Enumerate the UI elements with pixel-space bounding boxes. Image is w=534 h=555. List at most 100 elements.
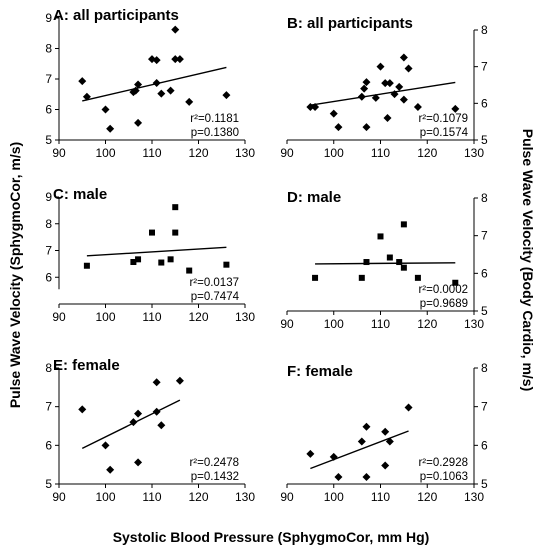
x-tick-label-b-120: 120 <box>417 146 437 160</box>
data-point-a-5 <box>131 86 140 95</box>
y-tick-label-f-8: 8 <box>481 361 488 375</box>
x-tick-label-a-110: 110 <box>142 146 161 160</box>
data-point-d-9 <box>452 279 459 286</box>
x-tick-label-f-100: 100 <box>324 490 344 504</box>
data-point-f-8 <box>385 437 394 446</box>
data-point-a-15 <box>175 55 184 64</box>
x-tick-label-a-120: 120 <box>188 146 208 160</box>
y-tick-label-a-9: 9 <box>45 11 52 25</box>
data-point-c-2 <box>135 256 142 263</box>
y-tick-label-f-5: 5 <box>481 477 488 491</box>
data-point-e-2 <box>106 465 115 474</box>
data-point-c-3 <box>149 229 155 236</box>
y-tick-label-a-8: 8 <box>45 42 52 56</box>
y-tick-label-c-7: 7 <box>45 244 52 258</box>
r-squared-label-d: r²=0.0002 <box>418 284 468 296</box>
data-point-d-7 <box>400 264 407 271</box>
y-tick-label-a-7: 7 <box>45 72 52 86</box>
data-point-d-3 <box>377 233 384 240</box>
data-point-f-0 <box>306 449 315 458</box>
y-tick-label-e-7: 7 <box>45 400 52 414</box>
y-tick-label-e-6: 6 <box>45 438 52 452</box>
data-point-b-3 <box>334 123 343 132</box>
x-tick-label-c-110: 110 <box>142 310 161 324</box>
panel-title-d: D: male <box>287 189 341 206</box>
data-point-c-6 <box>172 204 179 211</box>
data-point-d-1 <box>358 274 365 281</box>
y-tick-label-a-6: 6 <box>45 103 52 117</box>
data-point-b-2 <box>329 109 338 118</box>
data-point-b-12 <box>385 79 394 88</box>
x-tick-label-b-90: 90 <box>280 146 294 160</box>
x-tick-label-a-100: 100 <box>95 146 115 160</box>
data-point-e-4 <box>134 409 143 418</box>
data-point-b-18 <box>413 103 422 111</box>
r-squared-label-b: r²=0.1079 <box>418 113 468 125</box>
y-tick-label-a-5: 5 <box>45 133 52 147</box>
data-point-a-9 <box>152 56 161 65</box>
regression-line-d <box>315 262 456 265</box>
x-tick-label-f-110: 110 <box>371 490 390 504</box>
p-value-label-c: p=0.7474 <box>191 291 240 303</box>
data-point-b-8 <box>371 93 380 102</box>
y-tick-label-e-8: 8 <box>45 361 52 375</box>
x-tick-label-b-110: 110 <box>371 146 390 160</box>
p-value-label-d: p=0.9689 <box>420 298 468 310</box>
data-point-b-9 <box>376 62 385 71</box>
r-squared-label-f: r²=0.2928 <box>418 457 468 469</box>
data-point-b-11 <box>383 114 392 122</box>
y-tick-label-b-8: 8 <box>481 23 488 37</box>
data-point-e-3 <box>129 418 138 427</box>
x-tick-label-c-120: 120 <box>188 310 208 324</box>
data-point-f-4 <box>362 422 371 431</box>
data-point-d-8 <box>414 274 421 281</box>
data-point-a-12 <box>166 86 175 95</box>
x-tick-label-d-130: 130 <box>464 317 484 331</box>
x-tick-label-f-120: 120 <box>417 490 437 504</box>
data-point-b-6 <box>362 78 371 87</box>
data-point-a-2 <box>101 105 110 114</box>
data-point-e-1 <box>101 441 110 450</box>
panel-a: 90 100 110 120 130 5 6 7 8 9 A: all participants r²… <box>45 7 255 160</box>
x-tick-label-e-110: 110 <box>142 490 161 504</box>
x-tick-label-f-130: 130 <box>464 490 484 504</box>
x-tick-label-d-110: 110 <box>371 317 390 331</box>
data-point-f-1 <box>329 452 338 461</box>
y-tick-label-c-8: 8 <box>45 217 52 231</box>
data-point-f-2 <box>334 473 343 482</box>
data-point-e-0 <box>78 405 87 414</box>
regression-line-b <box>310 81 456 106</box>
data-point-f-7 <box>381 427 390 436</box>
p-value-label-a: p=0.1380 <box>191 127 239 139</box>
data-point-d-2 <box>363 259 370 266</box>
x-tick-label-d-100: 100 <box>324 317 344 331</box>
x-tick-label-c-100: 100 <box>95 310 115 324</box>
y-tick-label-d-7: 7 <box>481 229 488 243</box>
data-point-a-16 <box>185 97 194 106</box>
data-point-c-7 <box>172 229 179 236</box>
y-tick-label-d-8: 8 <box>481 191 488 205</box>
data-point-a-1 <box>82 92 91 101</box>
data-point-c-9 <box>223 261 230 268</box>
data-point-b-10 <box>381 79 390 88</box>
x-tick-label-b-130: 130 <box>464 146 484 160</box>
y-tick-label-f-7: 7 <box>481 400 488 414</box>
data-point-e-6 <box>152 378 161 387</box>
data-point-d-4 <box>386 254 393 261</box>
p-value-label-b: p=0.1574 <box>420 127 469 139</box>
r-squared-label-a: r²=0.1181 <box>190 113 239 125</box>
y-tick-label-b-5: 5 <box>481 133 488 147</box>
panel-title-a: A: all participants <box>53 7 179 24</box>
y-tick-label-f-6: 6 <box>481 438 488 452</box>
data-point-b-19 <box>451 104 460 113</box>
y-axis-title-right: Pulse Wave Velocity (Body Cardio, m/s) <box>520 129 534 391</box>
data-point-b-7 <box>362 123 371 132</box>
data-point-b-0 <box>306 103 315 111</box>
data-point-e-8 <box>157 421 166 430</box>
data-point-c-0 <box>83 262 90 269</box>
data-point-e-5 <box>134 458 143 467</box>
x-tick-label-a-90: 90 <box>52 146 66 160</box>
r-squared-label-e: r²=0.2478 <box>189 457 239 469</box>
